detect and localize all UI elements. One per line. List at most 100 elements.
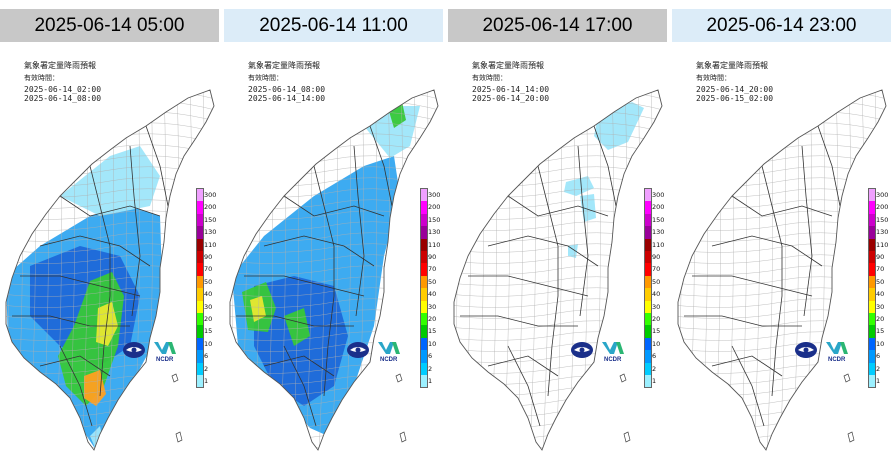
scale-swatch — [197, 213, 203, 227]
valid-end: 2025-06-15_02:00 — [696, 94, 774, 103]
scale-swatch — [197, 337, 203, 351]
scale-value: 30 — [876, 302, 885, 311]
scale-value: 300 — [428, 191, 441, 199]
scale-value: 6 — [428, 352, 433, 361]
lanyu-island-icon — [175, 431, 183, 443]
map-title: 氣象署定量降雨預報 — [472, 61, 544, 70]
forecast-panel: 2025-06-14 23:00 氣象署定量降雨預報 有效時間： 2025-06-14… — [672, 0, 891, 464]
time-tab[interactable]: 2025-06-14 23:00 — [672, 9, 891, 42]
scale-swatch — [869, 263, 875, 276]
scale-value: 1 — [652, 377, 657, 385]
scale-swatch — [421, 275, 427, 289]
scale-value: 200 — [204, 203, 217, 212]
valid-start: 2025-06-14_14:00 — [472, 85, 550, 94]
scale-value: 50 — [204, 277, 213, 286]
scale-value: 30 — [428, 302, 437, 311]
lanyu-island-icon — [619, 373, 627, 383]
county-boundaries — [684, 125, 841, 427]
lanyu-island-icon — [399, 431, 407, 443]
scale-swatch — [645, 238, 651, 251]
scale-swatch — [197, 325, 203, 338]
scale-swatch — [421, 251, 427, 264]
time-tab[interactable]: 2025-06-14 05:00 — [0, 9, 219, 42]
scale-value: 2 — [204, 364, 209, 373]
taiwan-map-svg — [229, 89, 439, 451]
scale-swatch — [645, 189, 651, 202]
scale-value: 150 — [652, 215, 665, 224]
lanyu-island-icon — [171, 373, 179, 383]
scale-swatch — [197, 226, 203, 239]
scale-value: 70 — [876, 265, 885, 274]
coastline — [677, 89, 887, 451]
rain-area — [564, 176, 594, 196]
scale-swatch — [421, 201, 427, 214]
scale-value: 110 — [204, 240, 217, 249]
scale-swatch — [869, 300, 875, 313]
scale-value: 2 — [652, 364, 657, 373]
lanyu-island-icon — [623, 431, 631, 443]
scale-value: 6 — [204, 352, 209, 361]
scale-value: 110 — [428, 240, 441, 249]
scale-swatch — [645, 213, 651, 227]
scale-value: 90 — [876, 253, 885, 261]
scale-value: 40 — [652, 290, 661, 299]
map-title: 氣象署定量降雨預報 — [24, 61, 96, 70]
scale-swatch — [869, 189, 875, 202]
scale-value: 110 — [652, 240, 665, 249]
taiwan-map-svg — [677, 89, 887, 451]
ncdr-text: NCDR — [156, 357, 174, 362]
rainfall-map — [0, 46, 219, 458]
scale-value: 1 — [204, 377, 209, 385]
scale-swatch — [645, 350, 651, 363]
valid-start: 2025-06-14_02:00 — [24, 85, 102, 94]
scale-swatch — [197, 375, 203, 388]
scale-swatch — [869, 313, 875, 326]
scale-swatch — [197, 201, 203, 214]
county-boundaries — [236, 125, 393, 427]
lanyu-island-icon — [395, 373, 403, 383]
scale-swatch — [869, 238, 875, 251]
valid-end: 2025-06-14_14:00 — [248, 94, 326, 103]
scale-value: 200 — [652, 203, 665, 212]
cwa-logo-icon: NCDR — [571, 342, 624, 363]
scale-value: 15 — [428, 327, 437, 336]
scale-value: 110 — [876, 240, 889, 249]
scale-value: 150 — [876, 215, 889, 224]
scale-swatch — [421, 375, 427, 388]
scale-value: 90 — [428, 253, 437, 261]
scale-value: 150 — [204, 215, 217, 224]
scale-value: 70 — [204, 265, 213, 274]
rainfall-map — [224, 46, 443, 458]
scale-frame — [868, 188, 876, 389]
scale-value: 40 — [876, 290, 885, 299]
scale-value: 300 — [204, 191, 217, 199]
scale-swatch — [421, 337, 427, 351]
scale-value: 200 — [428, 203, 441, 212]
time-tab[interactable]: 2025-06-14 11:00 — [224, 9, 443, 42]
scale-value: 130 — [428, 228, 441, 237]
scale-value: 20 — [652, 315, 661, 323]
scale-frame — [420, 188, 428, 389]
scale-swatch — [421, 238, 427, 251]
lanyu-island-icon — [847, 431, 855, 443]
scale-value: 6 — [652, 352, 657, 361]
scale-swatch — [421, 189, 427, 202]
scale-value: 40 — [428, 290, 437, 299]
coastline — [453, 89, 663, 451]
cwa-logo-icon: NCDR — [347, 342, 400, 363]
scale-swatch — [421, 350, 427, 363]
valid-time-label: 有效時間： — [248, 74, 283, 82]
rainfall-map — [448, 46, 667, 458]
cwa-logo-icon: NCDR — [123, 342, 176, 363]
county-boundaries — [12, 125, 169, 427]
time-tab[interactable]: 2025-06-14 17:00 — [448, 9, 667, 42]
scale-swatch — [421, 263, 427, 276]
scale-swatch — [645, 288, 651, 301]
rain-area — [250, 296, 266, 322]
scale-swatch — [645, 251, 651, 264]
scale-swatch — [869, 337, 875, 351]
map-title: 氣象署定量降雨預報 — [696, 61, 768, 70]
forecast-panel: 2025-06-14 17:00 氣象署定量降雨預報 有效時間： 2025-06-14… — [448, 0, 667, 464]
rain-area — [84, 370, 106, 406]
scale-value: 30 — [652, 302, 661, 311]
